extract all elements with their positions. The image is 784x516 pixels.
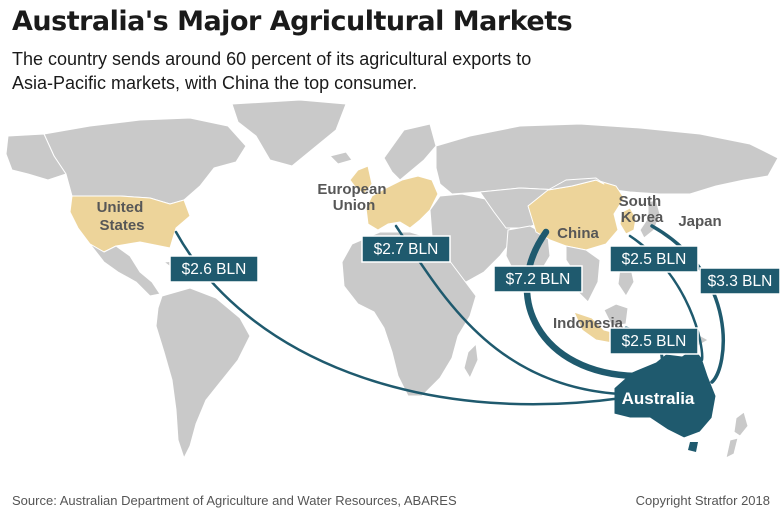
svg-text:$2.5 BLN: $2.5 BLN — [622, 251, 687, 268]
flow-china-arc — [523, 228, 640, 380]
copyright-note: Copyright Stratfor 2018 — [635, 493, 770, 508]
iceland-shape — [329, 151, 353, 165]
svg-text:$2.6 BLN: $2.6 BLN — [182, 261, 247, 278]
label-united-states: United States — [97, 199, 148, 234]
page-subtitle: The country sends around 60 percent of i… — [12, 49, 532, 93]
world-map: .land { fill: #c9c9c9; stroke: #ffffff; … — [0, 96, 784, 488]
southeast-asia-shape — [565, 245, 601, 303]
uk-ireland-shape — [349, 165, 373, 195]
greenland-shape — [231, 99, 347, 167]
russia-shape — [435, 123, 779, 195]
label-south-korea: South Korea — [619, 193, 666, 226]
label-european-union: European Union — [317, 181, 390, 214]
label-australia: Australia — [622, 389, 695, 408]
source-note: Source: Australian Department of Agricul… — [12, 493, 457, 508]
value-badge-china: $7.2 BLN — [493, 265, 583, 293]
tasmania-shape — [688, 442, 698, 452]
alaska-shape — [5, 133, 67, 181]
svg-text:$3.3 BLN: $3.3 BLN — [708, 273, 773, 290]
value-badge-south-korea: $2.5 BLN — [609, 245, 699, 273]
label-japan: Japan — [678, 213, 721, 230]
japan-shape — [639, 199, 661, 239]
value-badge-european-union: $2.7 BLN — [361, 235, 451, 263]
borneo-shape — [603, 303, 629, 327]
svg-text:$7.2 BLN: $7.2 BLN — [506, 271, 571, 288]
south-korea-shape — [619, 207, 637, 235]
mexico-shape — [89, 243, 161, 297]
mongolia-shape — [547, 177, 605, 191]
value-badge-japan: $3.3 BLN — [699, 267, 781, 295]
new-zealand-shape — [725, 411, 749, 459]
value-badge-indonesia: $2.5 BLN — [609, 327, 699, 355]
scandinavia-shape — [383, 123, 437, 181]
label-china: China — [557, 225, 599, 242]
canada-shape — [43, 117, 247, 205]
page-title: Australia's Major Agricultural Markets — [12, 6, 573, 37]
svg-text:$2.5 BLN: $2.5 BLN — [622, 333, 687, 350]
label-indonesia: Indonesia — [553, 315, 624, 332]
svg-text:$2.7 BLN: $2.7 BLN — [374, 241, 439, 258]
south-america-shape — [155, 287, 251, 459]
madagascar-shape — [463, 343, 479, 379]
value-badge-united-states: $2.6 BLN — [169, 255, 259, 283]
united-states-shape — [69, 195, 191, 253]
